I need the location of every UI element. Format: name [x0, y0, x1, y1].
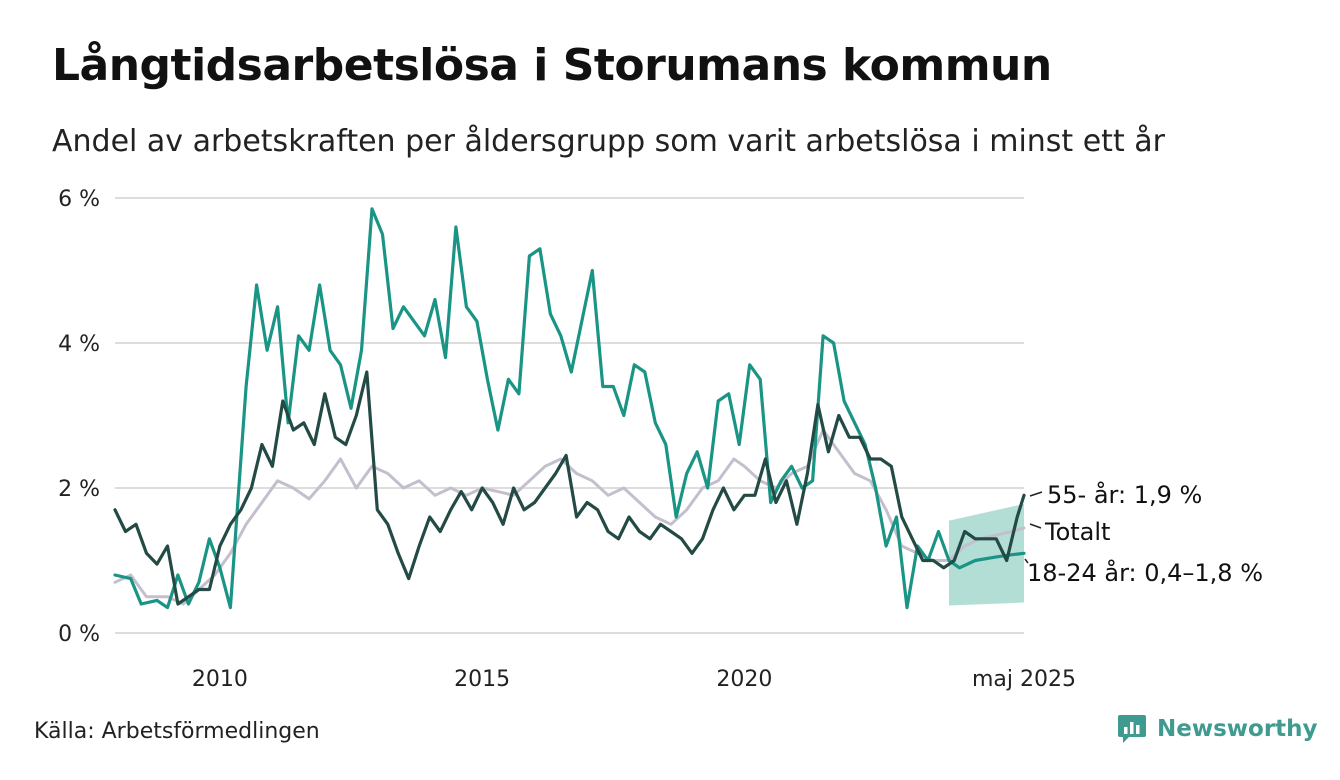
grid-lines — [115, 197, 1024, 634]
end-label-older: 55- år: 1,9 % — [1047, 480, 1202, 509]
y-tick-label: 0 % — [58, 622, 100, 647]
y-tick-label: 2 % — [58, 477, 100, 502]
series-line-older — [113, 370, 1026, 606]
end-label-youth: 18-24 år: 0,4–1,8 % — [1027, 558, 1263, 587]
y-tick-label: 4 % — [58, 332, 100, 357]
x-tick-label: maj 2025 — [972, 667, 1076, 692]
newsworthy-icon — [1118, 715, 1146, 743]
series-lines — [113, 207, 1026, 610]
confidence-band — [948, 503, 1024, 606]
chart-title: Långtidsarbetslösa i Storumans kommun — [52, 40, 1052, 91]
source-note: Källa: Arbetsförmedlingen — [34, 719, 320, 744]
brand-name: Newsworthy — [1157, 716, 1318, 742]
brand-logo: Newsworthy — [1117, 713, 1318, 745]
x-tick-label: 2010 — [192, 667, 248, 692]
chart-subtitle: Andel av arbetskraften per åldersgrupp s… — [52, 124, 1165, 159]
line-chart: 0 % 2 % 4 % 6 % 2010 2015 2020 maj 2025 55- år… — [58, 187, 1263, 692]
series-line-youth — [113, 207, 1026, 610]
y-tick-label: 6 % — [58, 187, 100, 212]
leader-line-total — [1029, 523, 1042, 529]
youth-range-band — [948, 503, 1024, 606]
y-axis: 0 % 2 % 4 % 6 % — [58, 187, 100, 647]
x-axis: 2010 2015 2020 maj 2025 — [192, 667, 1076, 692]
x-tick-label: 2020 — [716, 667, 772, 692]
x-tick-label: 2015 — [454, 667, 510, 692]
leader-line-older — [1029, 491, 1043, 497]
end-label-total: Totalt — [1044, 518, 1110, 546]
series-line-total — [113, 428, 1026, 606]
leader-line-youth — [1024, 558, 1029, 564]
series-end-labels: 55- år: 1,9 % Totalt 18-24 år: 0,4–1,8 % — [1024, 480, 1263, 587]
